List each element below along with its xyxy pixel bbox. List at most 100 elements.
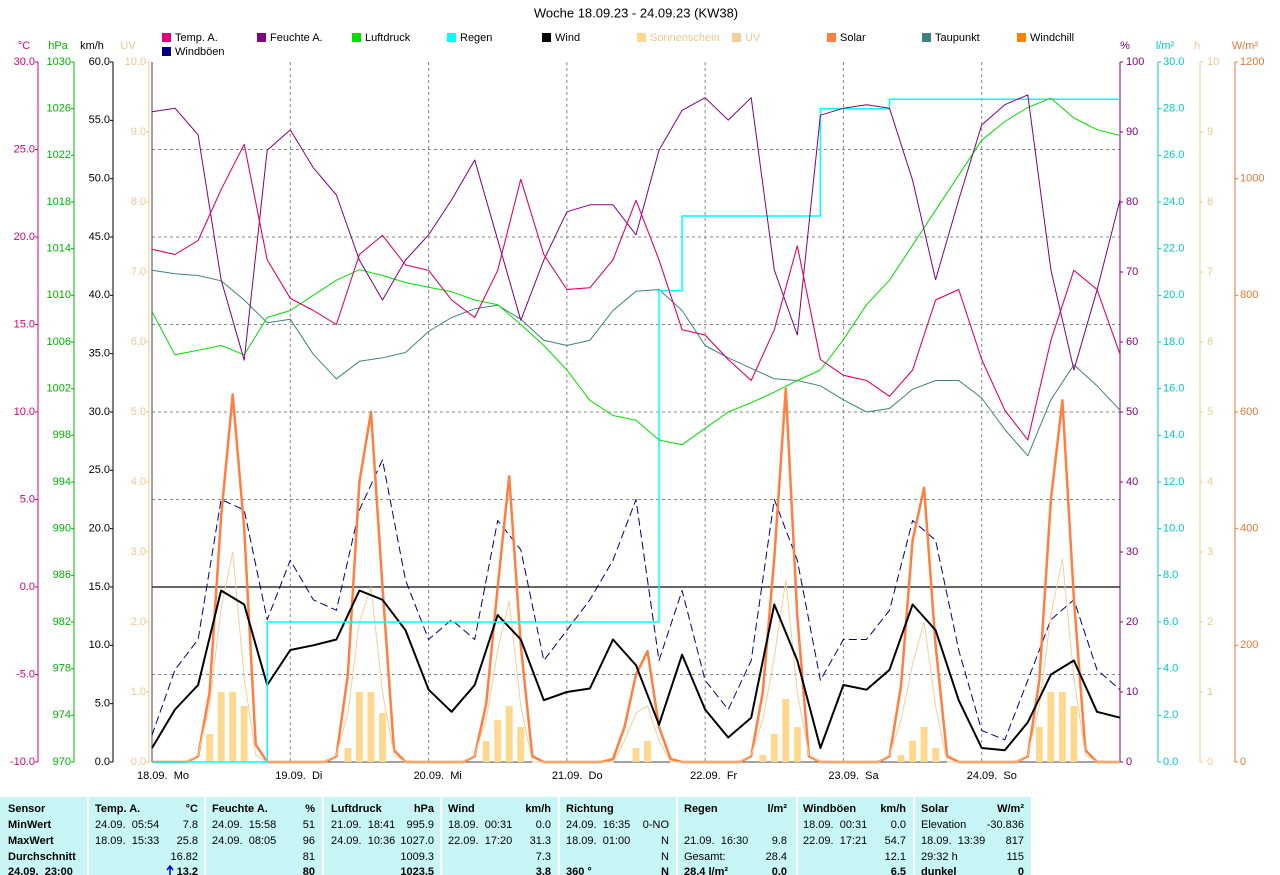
- tick-label: 7: [1207, 266, 1213, 278]
- table-cell-value: 0: [1018, 866, 1024, 875]
- table-unit: km/h: [880, 803, 906, 815]
- tick-label: 8.0: [131, 196, 146, 208]
- tick-label: 15.0: [89, 581, 110, 593]
- tick-label: 2.0: [131, 616, 146, 628]
- table-unit: °C: [186, 803, 198, 815]
- table-cell-label: 24.09. 05:54: [95, 819, 159, 831]
- sunshine-bar: [505, 706, 513, 762]
- tick-label: 90: [1126, 126, 1138, 138]
- tick-label: 30.0: [1163, 56, 1184, 68]
- table-cell-label: Elevation: [921, 819, 966, 831]
- tick-label: 0.0: [95, 756, 110, 768]
- table-cell-value: N: [661, 866, 669, 875]
- legend-swatch: [447, 33, 456, 42]
- tick-label: 12.0: [1163, 476, 1184, 488]
- legend-label: Solar: [840, 32, 866, 44]
- axis-title: UV: [120, 40, 136, 52]
- tick-label: 800: [1240, 289, 1258, 301]
- tick-label: 22.0: [1163, 243, 1184, 255]
- tick-label: 80: [1126, 196, 1138, 208]
- sunshine-bar: [217, 692, 225, 762]
- sunshine-bar: [482, 741, 490, 762]
- table-cell-label: Gesamt:: [684, 851, 726, 863]
- tick-label: 1010: [47, 289, 71, 301]
- sunshine-bar: [379, 713, 386, 762]
- tick-label: 15.0: [14, 318, 35, 330]
- tick-label: 60: [1126, 336, 1138, 348]
- tick-label: 4.0: [1163, 663, 1178, 675]
- x-tick-label: 24.09. So: [967, 770, 1017, 782]
- table-cell-value: 6.5: [891, 866, 906, 875]
- series-line: [151, 94, 1121, 371]
- tick-label: 986: [53, 569, 71, 581]
- table-cell-label: 24.09. 10:36: [331, 835, 395, 847]
- table-cell-value: 81: [303, 851, 315, 863]
- table-cell-value: N: [661, 835, 669, 847]
- tick-label: 5.0: [95, 698, 110, 710]
- tick-label: 100: [1126, 56, 1144, 68]
- series-line: [151, 269, 1121, 457]
- sunshine-bar: [355, 692, 363, 762]
- legend-swatch: [1017, 33, 1026, 42]
- table-cell-value: 25.8: [177, 835, 198, 847]
- legend-swatch: [827, 33, 836, 42]
- series-line: [151, 459, 1121, 741]
- tick-label: 6: [1207, 336, 1213, 348]
- tick-label: 10.0: [125, 56, 146, 68]
- table-unit: km/h: [525, 803, 551, 815]
- tick-label: 974: [53, 709, 71, 721]
- tick-label: 16.0: [1163, 383, 1184, 395]
- table-cell-label: 18.09. 15:33: [95, 835, 159, 847]
- table-cell-label: 18.09. 13:39: [921, 835, 985, 847]
- tick-label: 1014: [47, 243, 71, 255]
- tick-label: 0: [1207, 756, 1213, 768]
- tick-label: 10.0: [89, 639, 110, 651]
- series-line: [151, 97, 1121, 446]
- tick-label: 1000: [1240, 173, 1264, 185]
- tick-label: 4.0: [131, 476, 146, 488]
- tick-label: 1030: [47, 56, 71, 68]
- tick-label: 40.0: [89, 289, 110, 301]
- legend-swatch: [162, 47, 171, 56]
- x-tick-label: 22.09. Fr: [690, 770, 737, 782]
- table-cell-label: 22.09. 17:20: [448, 835, 512, 847]
- table-cell-value: 1009.3: [400, 851, 434, 863]
- axis-title: hPa: [48, 40, 68, 52]
- tick-label: 45.0: [89, 231, 110, 243]
- table-cell-value: 0.0: [536, 819, 551, 831]
- sunshine-bar: [782, 699, 790, 762]
- x-tick-label: 19.09. Di: [275, 770, 322, 782]
- table-head: Regen: [684, 803, 718, 815]
- table-cell-value: 115: [1006, 851, 1024, 863]
- table-cell-value: 12.1: [885, 851, 906, 863]
- trend-arrow: [166, 864, 174, 875]
- tick-label: 1022: [47, 149, 71, 161]
- tick-label: 18.0: [1163, 336, 1184, 348]
- tick-label: -10.0: [10, 756, 35, 768]
- sunshine-bar: [1070, 706, 1078, 762]
- sunshine-bar: [367, 692, 375, 762]
- tick-label: 9.0: [131, 126, 146, 138]
- tick-label: 30.0: [14, 56, 35, 68]
- legend-swatch: [162, 33, 171, 42]
- tick-label: 3: [1207, 546, 1213, 558]
- tick-label: 1: [1207, 686, 1213, 698]
- x-tick-label: 20.09. Mi: [414, 770, 462, 782]
- tick-label: 70: [1126, 266, 1138, 278]
- sunshine-bar: [1047, 692, 1055, 762]
- table-unit: %: [305, 803, 315, 815]
- tick-label: 5.0: [131, 406, 146, 418]
- sunshine-bar: [759, 755, 767, 762]
- table-cell-value: -30.836: [987, 819, 1024, 831]
- table-cell-label: dunkel: [921, 866, 956, 875]
- table-cell-value: 13.2: [177, 866, 198, 875]
- tick-label: -5.0: [16, 668, 35, 680]
- tick-label: 26.0: [1163, 149, 1184, 161]
- sunshine-bar: [793, 727, 801, 762]
- table-unit: W/m²: [997, 803, 1024, 815]
- legend-label: Regen: [460, 32, 492, 44]
- legend-label: Wind: [555, 32, 580, 44]
- table-corner: Sensor: [8, 803, 46, 815]
- series-line: [151, 143, 1121, 441]
- sunshine-bar: [517, 727, 525, 762]
